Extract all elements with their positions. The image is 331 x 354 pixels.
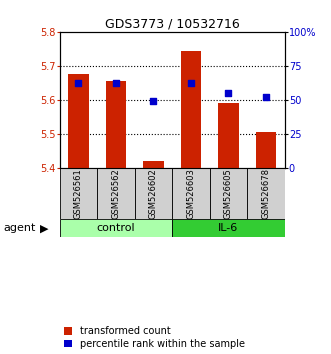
FancyBboxPatch shape — [172, 219, 285, 237]
Point — [76, 81, 81, 86]
FancyBboxPatch shape — [60, 219, 172, 237]
Text: agent: agent — [3, 223, 36, 233]
Bar — [143, 161, 164, 168]
Point — [113, 81, 118, 86]
FancyBboxPatch shape — [60, 168, 97, 219]
Bar — [68, 74, 89, 168]
Bar — [181, 51, 201, 168]
Text: GSM526602: GSM526602 — [149, 168, 158, 219]
Point — [151, 98, 156, 104]
Point — [226, 90, 231, 96]
FancyBboxPatch shape — [247, 168, 285, 219]
Text: GSM526603: GSM526603 — [186, 168, 195, 219]
Bar — [256, 132, 276, 168]
Bar — [106, 81, 126, 168]
FancyBboxPatch shape — [210, 168, 247, 219]
Title: GDS3773 / 10532716: GDS3773 / 10532716 — [105, 18, 240, 31]
Text: GSM526605: GSM526605 — [224, 168, 233, 219]
Point — [188, 81, 194, 86]
Bar — [218, 103, 239, 168]
Text: GSM526678: GSM526678 — [261, 168, 270, 219]
Text: ▶: ▶ — [40, 223, 49, 233]
Text: GSM526561: GSM526561 — [74, 168, 83, 219]
Text: control: control — [97, 223, 135, 233]
FancyBboxPatch shape — [135, 168, 172, 219]
Legend: transformed count, percentile rank within the sample: transformed count, percentile rank withi… — [65, 326, 245, 349]
FancyBboxPatch shape — [97, 168, 135, 219]
Point — [263, 94, 268, 100]
FancyBboxPatch shape — [172, 168, 210, 219]
Text: IL-6: IL-6 — [218, 223, 239, 233]
Text: GSM526562: GSM526562 — [111, 168, 120, 219]
